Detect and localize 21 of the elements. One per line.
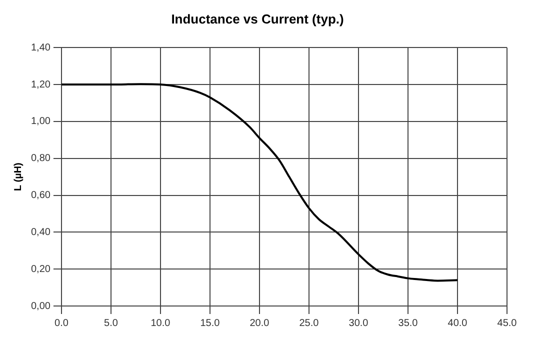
- y-tick-label: 1,00: [30, 116, 51, 128]
- y-tick-label: 0,40: [30, 226, 51, 238]
- x-tick-label: 15.0: [200, 318, 220, 329]
- x-tick-label: 30.0: [348, 318, 369, 329]
- x-tick-label: 40.0: [448, 318, 468, 329]
- y-tick-label: 0,60: [30, 190, 51, 202]
- x-tick-label: 5.0: [104, 318, 118, 329]
- x-tick-label: 45.0: [497, 318, 518, 329]
- y-tick-label: 0,80: [30, 153, 51, 164]
- y-axis-title: L (µH): [12, 162, 24, 191]
- x-tick-label: 20.0: [250, 318, 270, 329]
- y-tick-label: 1,20: [30, 79, 51, 90]
- x-tick-label: 35.0: [398, 318, 418, 329]
- x-tick-label: 10.0: [150, 318, 171, 329]
- y-tick-label: 0,20: [30, 264, 51, 275]
- line-series: [61, 83, 458, 282]
- y-tick-label: 1,40: [30, 42, 51, 54]
- chart-title: Inductance vs Current (typ.): [171, 11, 344, 26]
- y-tick-label: 0,00: [30, 300, 51, 312]
- x-tick-label: 25.0: [299, 318, 320, 329]
- x-tick-label: 0.0: [54, 318, 69, 329]
